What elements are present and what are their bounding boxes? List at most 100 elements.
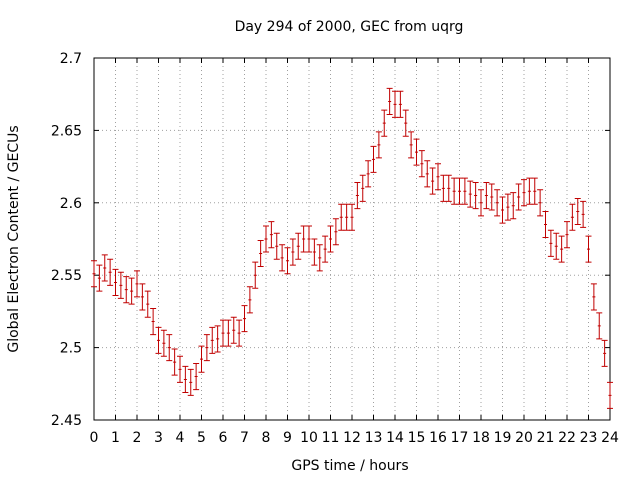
- error-bar-point: [558, 235, 565, 263]
- error-bar: [273, 232, 280, 260]
- error-bar: [564, 221, 570, 249]
- error-bar-point: [273, 232, 280, 260]
- error-bar: [150, 308, 157, 336]
- error-bar-point: [483, 182, 490, 210]
- x-tick-label: 14: [386, 430, 404, 446]
- error-bar-point: [246, 286, 253, 314]
- error-bar-point: [375, 131, 382, 159]
- error-bar-point: [166, 334, 173, 362]
- error-bar-point: [284, 247, 291, 275]
- error-bar: [596, 312, 603, 340]
- error-bar-point: [209, 326, 216, 354]
- error-bar-point: [322, 235, 329, 263]
- error-bar-point: [160, 329, 167, 357]
- error-bar-point: [402, 109, 409, 137]
- y-tick-label: 2.55: [51, 268, 82, 284]
- error-bar: [435, 163, 441, 191]
- error-bar-point: [435, 163, 441, 191]
- error-bar: [112, 268, 119, 296]
- error-bar: [220, 319, 226, 347]
- error-bar-point: [494, 189, 501, 217]
- error-bar-point: [445, 174, 452, 202]
- error-bar-point: [214, 325, 221, 353]
- error-bar: [306, 225, 312, 253]
- error-bar: [284, 247, 291, 275]
- error-bar: [601, 339, 608, 367]
- error-bar-point: [397, 90, 404, 118]
- error-bar: [311, 238, 318, 266]
- error-bar: [295, 232, 302, 260]
- error-bar-point: [252, 261, 259, 289]
- error-bar: [526, 177, 533, 205]
- error-bar: [263, 225, 269, 253]
- error-bar: [580, 200, 587, 228]
- error-bar: [177, 355, 183, 383]
- error-bar: [236, 319, 243, 347]
- x-tick-label: 0: [90, 430, 99, 446]
- error-bar: [574, 197, 581, 226]
- error-bar: [343, 203, 350, 231]
- error-bar: [381, 109, 388, 137]
- error-bar: [252, 261, 259, 289]
- y-axis-label: Global Electron Content / GECUs: [6, 125, 22, 352]
- error-bar-point: [526, 177, 533, 205]
- error-bar-point: [429, 167, 436, 195]
- error-bar: [128, 277, 135, 305]
- error-bar: [365, 160, 372, 188]
- error-bar: [160, 329, 167, 357]
- error-bar: [402, 109, 409, 137]
- x-tick-label: 19: [494, 430, 512, 446]
- error-bar-point: [300, 225, 307, 253]
- error-bar-point: [236, 319, 243, 347]
- x-tick-label: 9: [283, 430, 292, 446]
- error-bar: [451, 177, 458, 205]
- error-bar-point: [440, 174, 447, 202]
- error-bar: [279, 244, 286, 272]
- error-bar-point: [418, 150, 425, 178]
- error-bar-point: [564, 221, 570, 249]
- error-bar: [569, 203, 576, 231]
- error-bar: [101, 254, 108, 282]
- error-bar: [515, 183, 522, 211]
- error-bar-point: [134, 270, 140, 298]
- error-bar-point: [585, 235, 592, 263]
- error-bar-point: [467, 180, 474, 208]
- error-bar-point: [349, 203, 355, 231]
- error-bar-point: [187, 368, 194, 396]
- error-bar: [171, 348, 178, 376]
- error-bar: [230, 316, 237, 344]
- x-tick-label: 13: [365, 430, 383, 446]
- x-tick-label: 7: [240, 430, 249, 446]
- x-tick-label: 17: [451, 430, 469, 446]
- error-bar-point: [327, 225, 334, 253]
- error-bar-point: [311, 238, 318, 266]
- error-bar-point: [171, 348, 178, 376]
- error-bar-point: [144, 290, 151, 318]
- error-bar-point: [590, 283, 597, 311]
- error-bar: [246, 286, 253, 314]
- error-bar: [354, 182, 361, 210]
- error-bar: [521, 179, 527, 207]
- x-tick-label: 8: [262, 430, 271, 446]
- grid: [94, 58, 610, 420]
- error-bar: [537, 189, 544, 217]
- error-bar: [193, 363, 200, 391]
- error-bar-point: [359, 174, 366, 202]
- error-bar: [107, 258, 114, 286]
- error-bar: [585, 235, 592, 263]
- error-bar: [472, 182, 479, 210]
- error-bar: [338, 203, 345, 231]
- error-bar: [424, 160, 431, 188]
- axis-ticks: [93, 57, 611, 421]
- x-tick-label: 5: [197, 430, 206, 446]
- x-tick-label: 15: [408, 430, 426, 446]
- error-bar-point: [193, 363, 200, 391]
- error-bar-point: [182, 365, 189, 393]
- error-bar: [214, 325, 221, 353]
- error-bar-point: [488, 183, 495, 211]
- error-bar-point: [547, 229, 554, 257]
- error-bar: [413, 138, 420, 166]
- y-tick-labels: 2.45 2.5 2.55 2.6 2.65 2.7: [51, 51, 82, 429]
- error-bar-point: [139, 283, 146, 311]
- error-bar: [241, 305, 248, 333]
